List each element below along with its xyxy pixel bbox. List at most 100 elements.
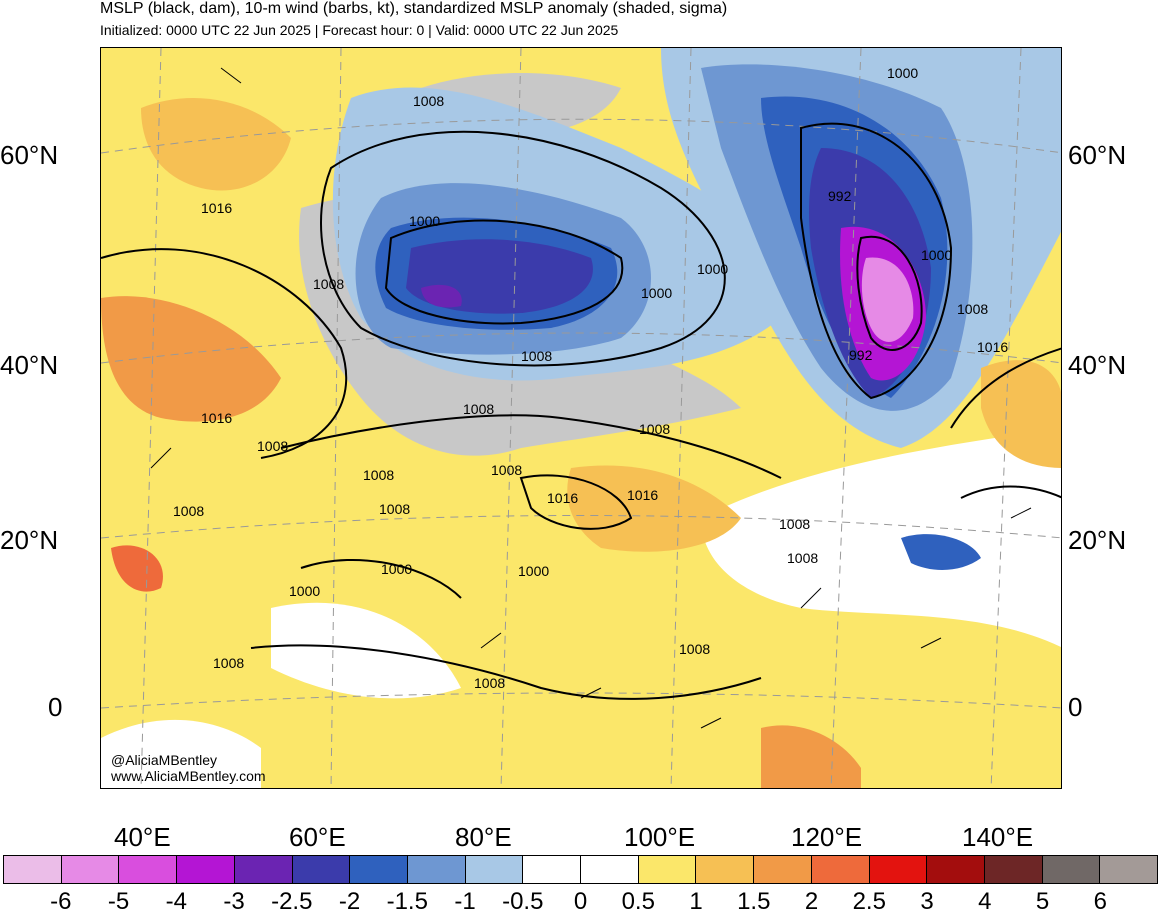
colorbar-label: -2 <box>338 888 361 915</box>
contour-label: 1016 <box>201 200 232 216</box>
contour-label: 992 <box>849 347 873 363</box>
colorbar-swatch <box>638 856 697 883</box>
contour-label: 1008 <box>779 516 810 532</box>
colorbar-swatch <box>984 856 1043 883</box>
contour-label: 1008 <box>257 438 288 454</box>
colorbar-swatch <box>523 856 582 883</box>
contour-labels: 1000 1008 1000 1016 1008 1000 1000 992 1… <box>173 65 1008 691</box>
colorbar-swatch <box>4 856 62 883</box>
colorbar-label: 1.5 <box>737 888 771 915</box>
lon-label: 60°E <box>289 822 346 852</box>
colorbar-label: -1 <box>454 888 476 915</box>
colorbar-label: -1.5 <box>386 888 428 915</box>
contour-label: 1008 <box>313 276 344 292</box>
chart-subtitle: Initialized: 0000 UTC 22 Jun 2025 | Fore… <box>100 22 619 38</box>
lat-label-right: 0 <box>1068 692 1083 722</box>
contour-label: 1008 <box>213 655 244 671</box>
contour-label: 1000 <box>381 561 412 577</box>
wind-barbs <box>150 67 1032 729</box>
lat-label-left: 0 <box>48 692 63 722</box>
contour-label: 1008 <box>639 421 670 437</box>
colorbar-swatch <box>350 856 408 883</box>
colorbar-swatch <box>177 856 235 883</box>
colorbar-swatch <box>811 856 870 883</box>
contour-label: 1000 <box>289 583 320 599</box>
colorbar-swatch <box>927 856 985 883</box>
contour-label: 1008 <box>787 550 818 566</box>
colorbar-label: 3 <box>920 888 934 915</box>
contour-label: 1000 <box>641 285 672 301</box>
colorbar-swatch <box>581 856 639 883</box>
anomaly-neg25-west-core <box>421 284 462 308</box>
contour-label: 1016 <box>201 410 232 426</box>
contour-label: 1008 <box>491 462 522 478</box>
colorbar <box>3 855 1158 884</box>
colorbar-swatch <box>465 856 524 883</box>
lon-label: 40°E <box>114 822 171 852</box>
colorbar-swatch <box>696 856 755 883</box>
anomaly-pos15-pacific <box>981 360 1061 468</box>
lon-label: 140°E <box>962 822 1034 852</box>
watermark-url: www.AliciaMBentley.com <box>111 768 266 784</box>
colorbar-label: 6 <box>1093 888 1107 915</box>
map-svg: 1000 1008 1000 1016 1008 1000 1000 992 1… <box>101 48 1061 788</box>
colorbar-label: 2.5 <box>852 888 886 915</box>
lat-label-right: 60°N <box>1068 140 1127 170</box>
colorbar-label: -4 <box>165 888 187 915</box>
contour-label: 1000 <box>921 247 952 263</box>
graticule <box>101 48 1061 788</box>
colorbar-label: 0 <box>573 888 588 915</box>
contour-label: 1000 <box>697 261 728 277</box>
colorbar-label: 4 <box>978 888 992 915</box>
mslp-contours <box>101 122 1061 700</box>
contour-label: 1008 <box>521 348 552 364</box>
contour-label: 1016 <box>627 487 658 503</box>
anomaly-pos2-europe <box>101 296 281 422</box>
contour-label: 1008 <box>363 467 394 483</box>
contour-label: 1008 <box>679 641 710 657</box>
contour-label: 1008 <box>957 301 988 317</box>
colorbar-swatch <box>407 856 466 883</box>
colorbar-swatch <box>754 856 812 883</box>
anomaly-neutral-africa <box>101 719 261 788</box>
colorbar-swatch <box>869 856 928 883</box>
lon-label: 100°E <box>624 822 696 852</box>
lat-label-right: 20°N <box>1068 525 1127 555</box>
contour-label: 1008 <box>173 503 204 519</box>
contour-label: 1008 <box>463 401 494 417</box>
colorbar-label: 2 <box>804 888 819 915</box>
lon-label: 120°E <box>791 822 863 852</box>
map-panel: 1000 1008 1000 1016 1008 1000 1000 992 1… <box>100 47 1062 789</box>
watermark-handle: @AliciaMBentley <box>111 752 218 768</box>
colorbar-swatch <box>1100 856 1158 883</box>
anomaly-pos15-china <box>567 465 741 552</box>
contour-label: 1008 <box>413 93 444 109</box>
colorbar-swatch <box>234 856 293 883</box>
anomaly-pos2-indonesia <box>761 725 861 788</box>
lat-label-left: 60°N <box>0 140 59 170</box>
contour-label: 1000 <box>518 563 549 579</box>
colorbar-label: -2.5 <box>271 888 313 915</box>
lat-label-left: 40°N <box>0 350 59 380</box>
colorbar-label: -0.5 <box>502 888 544 915</box>
colorbar-swatch <box>119 856 178 883</box>
contour-label: 1016 <box>547 490 578 506</box>
anomaly-neutral-pacific <box>701 428 1061 648</box>
anomaly-pos25-red-sea <box>111 545 163 592</box>
anomaly-neg5-core <box>861 257 914 342</box>
contour-label: 1000 <box>887 65 918 81</box>
contour-label: 1008 <box>474 675 505 691</box>
colorbar-label: 0.5 <box>621 888 655 915</box>
contour-label: 1016 <box>977 339 1008 355</box>
contour-label: 992 <box>828 188 852 204</box>
colorbar-label: 5 <box>1035 888 1050 915</box>
lon-label: 80°E <box>455 822 512 852</box>
anomaly-neutral-arabian-sea <box>271 602 461 699</box>
lat-label-right: 40°N <box>1068 350 1127 380</box>
colorbar-label: -3 <box>223 888 245 915</box>
colorbar-swatch <box>292 856 351 883</box>
contour-label: 1000 <box>409 213 440 229</box>
anomaly-neg15-pacific-low <box>901 534 981 570</box>
lat-label-left: 20°N <box>0 525 59 555</box>
colorbar-label: -5 <box>107 888 130 915</box>
